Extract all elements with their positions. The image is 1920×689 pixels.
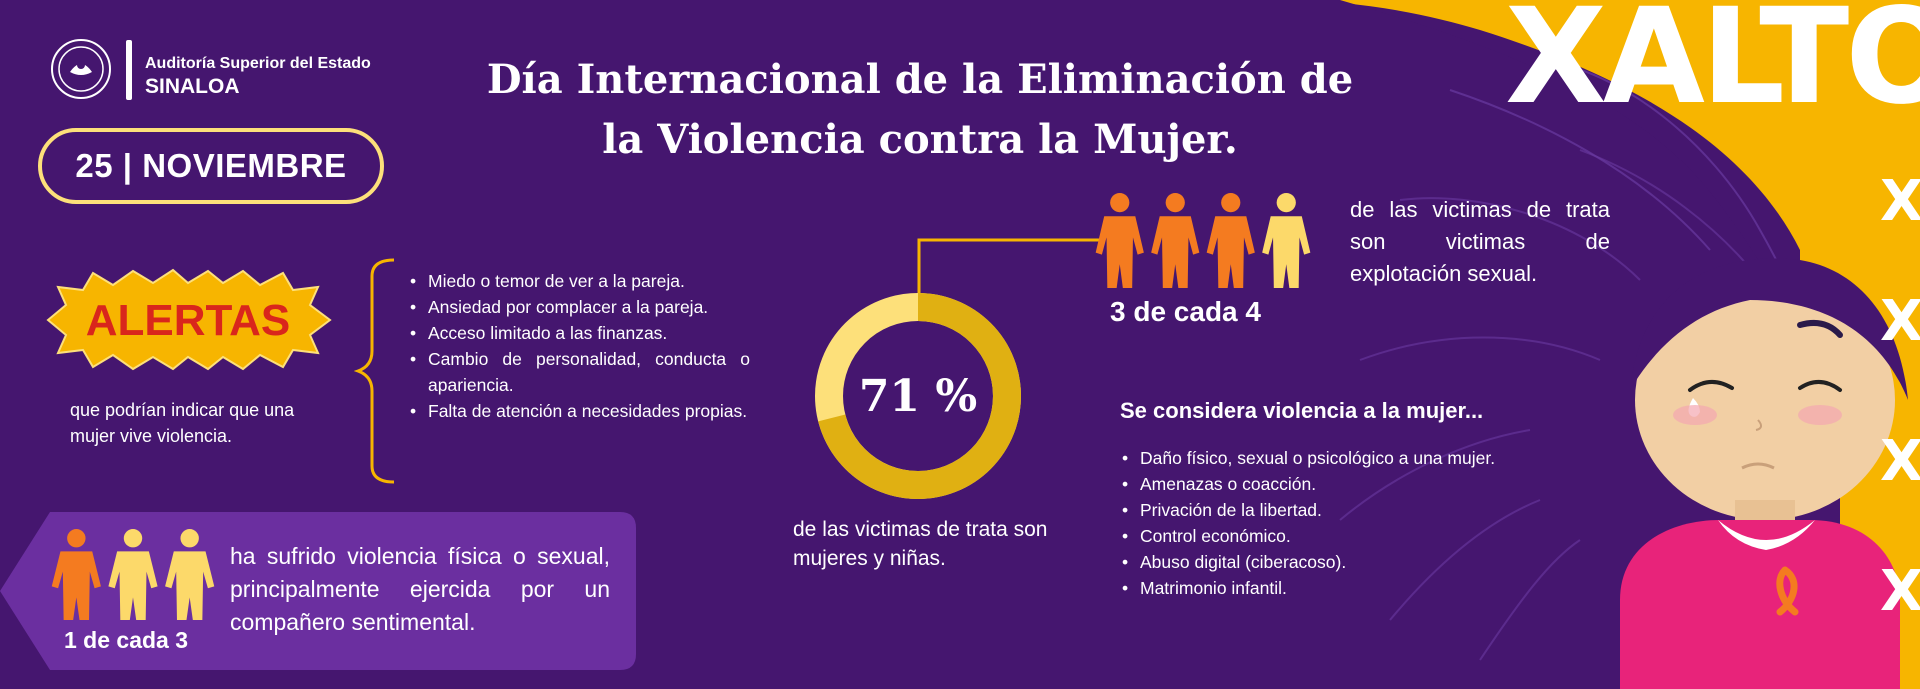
svg-text:X: X [1880, 429, 1920, 494]
person-icon [1095, 193, 1144, 288]
connector-line [917, 238, 1102, 300]
stat-label-3of4: 3 de cada 4 [1110, 296, 1261, 327]
page-title: Día Internacional de la Eliminación de l… [486, 56, 1354, 163]
percent-donut [815, 293, 1021, 499]
person-icon [165, 529, 215, 620]
person-icon [1262, 193, 1311, 288]
list-item: Abuso digital (ciberacoso). [1120, 549, 1545, 575]
list-item: Acceso limitado a las finanzas. [408, 320, 750, 346]
stat-box-background [0, 512, 636, 670]
alert-subtitle: que podrían indicar que una mujer vive v… [70, 400, 295, 446]
org-name-line2: SINALOA [145, 75, 240, 98]
list-item: Ansiedad por complacer a la pareja. [408, 294, 750, 320]
violence-heading: Se considera violencia a la mujer... [1120, 398, 1484, 423]
list-item: Privación de la libertad. [1120, 497, 1545, 523]
person-icon [51, 529, 101, 620]
list-item: Cambio de personalidad, conducta o apari… [408, 346, 750, 398]
svg-text:X: X [1880, 559, 1920, 624]
stat-text-3of4: de las victimas de trata son victimas de… [1350, 197, 1610, 286]
stat-label-1of3: 1 de cada 3 [64, 627, 189, 653]
percent-donut-arc [815, 293, 1021, 499]
percent-value: 71 % [858, 370, 978, 422]
list-item: Matrimonio infantil. [1120, 575, 1545, 601]
alert-burst-badge: ALERTAS [46, 268, 332, 371]
list-item: Miedo o temor de ver a la pareja. [408, 268, 750, 294]
person-icon [108, 529, 158, 620]
logo-divider [126, 40, 132, 100]
brace-icon [354, 258, 395, 484]
person-icon [1151, 193, 1200, 288]
svg-text:X: X [1880, 169, 1920, 234]
people-icons-3of4 [1095, 193, 1311, 288]
stat-text-1of3: ha sufrido violencia física o sexual, pr… [230, 543, 610, 635]
slogan-text: XALTO [1505, 0, 1920, 134]
people-icons-1of3 [51, 529, 215, 620]
list-item: Daño físico, sexual o psicológico a una … [1120, 445, 1545, 471]
alert-badge-label: ALERTAS [86, 296, 291, 345]
list-item: Control económico. [1120, 523, 1545, 549]
seal-icon [51, 39, 111, 99]
org-name-line1: Auditoría Superior del Estado [145, 55, 371, 72]
person-icon [1206, 193, 1255, 288]
svg-text:X: X [1880, 289, 1920, 354]
violence-list: Daño físico, sexual o psicológico a una … [1120, 445, 1545, 601]
percent-text: de las victimas de trata son mujeres y n… [793, 518, 1048, 570]
alert-list: Miedo o temor de ver a la pareja. Ansied… [408, 268, 750, 424]
list-item: Falta de atención a necesidades propias. [408, 398, 750, 424]
list-item: Amenazas o coacción. [1120, 471, 1545, 497]
date-badge: 25 | NOVIEMBRE [38, 128, 384, 204]
